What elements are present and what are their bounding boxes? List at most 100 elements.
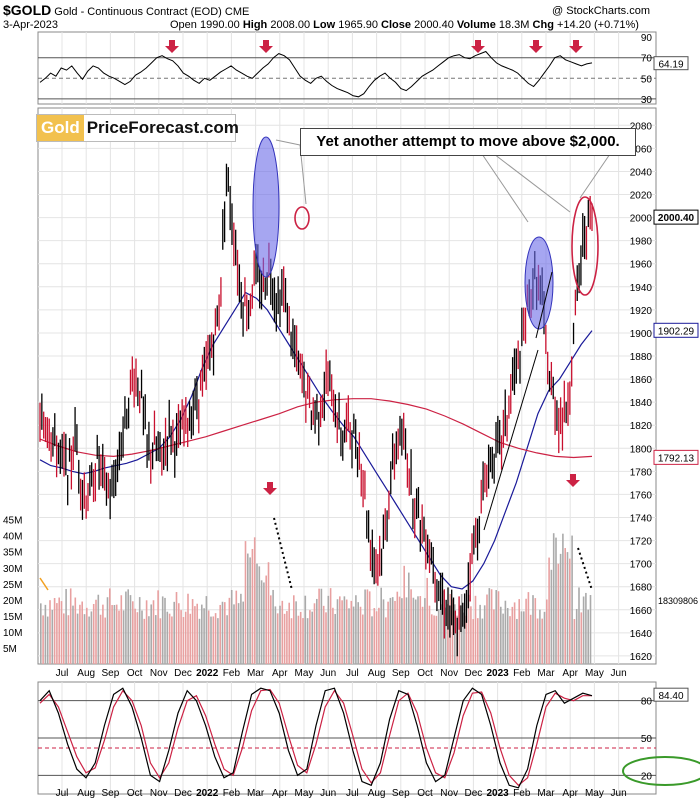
price-tick-label: 1620: [630, 652, 653, 663]
volume-bar: [523, 611, 525, 664]
change-value: +14.20 (+0.71%): [556, 19, 639, 31]
volume-bar: [375, 611, 378, 664]
rsi-tick-label: 70: [641, 54, 653, 65]
volume-bar: [260, 580, 263, 664]
volume-arrow-2022: [267, 482, 273, 488]
rsi-tick-label: 50: [641, 74, 653, 85]
volume-tick-label: 40M: [3, 532, 22, 543]
volume-bar: [465, 615, 468, 664]
volume-bar: [143, 618, 146, 664]
volume-bar: [233, 604, 235, 664]
price-tick-label: 1840: [630, 398, 653, 409]
volume-bar: [283, 613, 286, 664]
volume-bar: [412, 597, 415, 664]
price-tick-label: 2000: [630, 214, 653, 225]
volume-bar: [214, 613, 217, 664]
x-tick-label: Jun: [611, 788, 627, 799]
volume-bar: [334, 613, 336, 664]
rsi-sell-arrow: [165, 46, 179, 53]
volume-bar: [88, 616, 90, 664]
volume-arrow-2023: [570, 474, 576, 480]
volume-bar: [247, 553, 249, 664]
volume-bar: [546, 599, 548, 664]
x-tick-label: Sep: [102, 788, 120, 799]
volume-bar: [157, 590, 159, 664]
price-label-box: [653, 449, 699, 465]
volume-bar: [81, 601, 83, 664]
goldpriceforecast-logo: Gold PriceForecast.com: [36, 114, 239, 142]
instrument-name: Gold - Continuous Contract (EOD): [54, 6, 222, 18]
volume-bar: [74, 597, 77, 664]
volume-bar: [320, 588, 323, 664]
volume-divergence-line: [273, 517, 293, 591]
orange-mark: [39, 577, 49, 591]
volume-bar: [479, 604, 481, 664]
volume-bar: [578, 587, 580, 664]
x-tick-label: May: [585, 788, 604, 799]
volume-bar: [244, 541, 247, 664]
volume-bar: [380, 587, 382, 664]
x-tick-label: Feb: [223, 788, 241, 799]
price-tick-label: 1980: [630, 237, 653, 248]
volume-bar: [504, 600, 507, 664]
x-tick-label: 2022: [196, 788, 219, 799]
rsi-sell-arrow: [533, 40, 539, 46]
volume-bar: [541, 618, 543, 664]
volume-bar: [198, 618, 201, 664]
volume-bar: [355, 595, 357, 664]
rsi-tick-label: 90: [641, 33, 653, 44]
volume-bar: [83, 614, 86, 664]
volume-bar: [175, 592, 178, 664]
volume-bar: [569, 558, 571, 664]
volume-bar: [543, 611, 546, 664]
volume-bar: [562, 533, 564, 664]
volume-bar: [272, 589, 274, 664]
volume-bar: [58, 597, 60, 664]
volume-bar: [532, 595, 534, 664]
volume-bar: [251, 548, 254, 664]
volume-bar: [474, 595, 477, 664]
close-value: 2000.40: [414, 19, 454, 31]
volume-bar: [76, 613, 79, 664]
volume-bar: [529, 614, 532, 664]
volume-bar: [253, 537, 256, 664]
price-tick-label: 1680: [630, 583, 653, 594]
price-label-ma50: 1902.29: [658, 326, 695, 337]
volume-bar: [559, 553, 562, 664]
price-tick-label: 1940: [630, 283, 653, 294]
price-tick-label: 1700: [630, 560, 653, 571]
volume-arrow-2022: [263, 488, 277, 495]
volume-bar: [122, 610, 125, 664]
volume-bar: [219, 604, 221, 664]
volume-bar: [99, 614, 102, 664]
x-tick-label: Oct: [417, 788, 433, 799]
volume-bar: [495, 590, 497, 664]
volume-bar: [357, 602, 359, 664]
price-tick-label: 1660: [630, 606, 653, 617]
volume-bar: [141, 610, 143, 664]
x-tick-label: Feb: [513, 668, 531, 679]
volume-bar: [428, 605, 431, 664]
volume-tick-label: 20M: [3, 596, 22, 607]
x-tick-label: May: [295, 668, 314, 679]
volume-bar: [290, 618, 293, 664]
volume-bar: [60, 601, 63, 664]
volume-bar: [364, 589, 366, 664]
rsi-sell-arrow: [573, 40, 579, 46]
volume-bar: [470, 606, 472, 664]
volume-bar: [350, 600, 353, 664]
volume-bar: [490, 589, 493, 664]
stoch-label-box: [653, 687, 689, 702]
x-tick-label: Jun: [611, 668, 627, 679]
stoch-tick-label: 80: [641, 697, 653, 708]
stoch-last-label: 84.40: [658, 691, 683, 702]
volume-bar: [86, 607, 88, 664]
volume-bar: [40, 603, 42, 664]
volume-bar: [173, 601, 175, 664]
volume-bar: [295, 601, 297, 664]
rsi-sell-arrow: [259, 46, 273, 53]
x-tick-label: Aug: [368, 788, 386, 799]
volume-bar: [343, 596, 346, 664]
volume-bar: [306, 618, 309, 664]
